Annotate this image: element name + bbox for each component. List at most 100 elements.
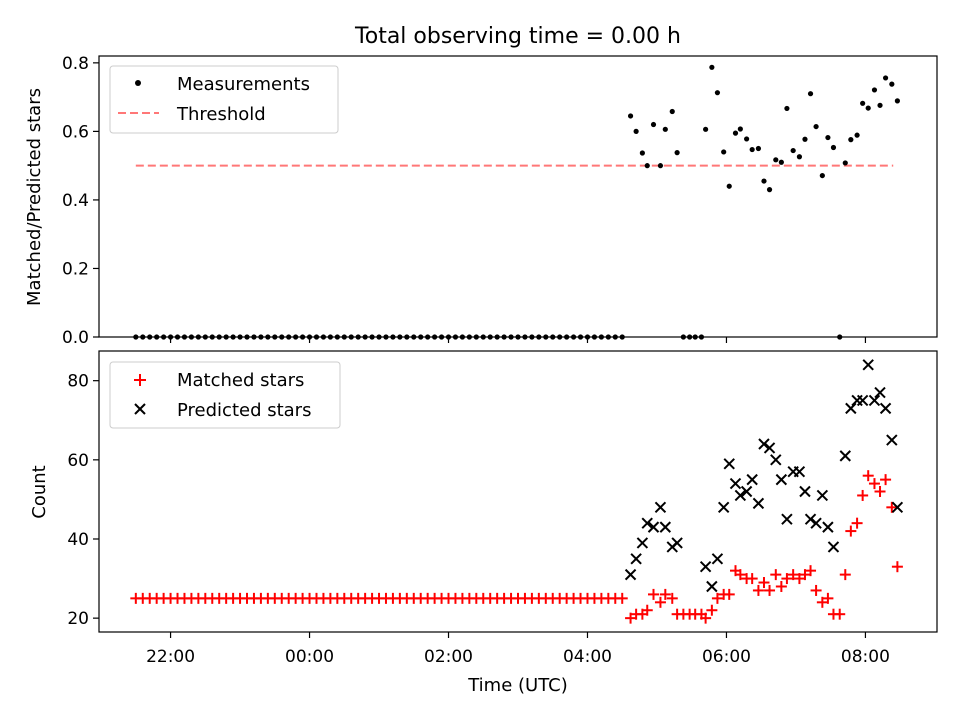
matched-star-point [886,501,898,513]
matched-star-point [706,604,718,616]
measurement-point [882,75,889,81]
predicted-star-point [740,485,753,498]
measurement-point [674,150,680,156]
measurement-point [778,159,784,165]
x-tick-label: 08:00 [841,647,890,667]
predicted-star-point [717,501,730,514]
predicted-star-point [758,438,770,450]
matched-star-point [746,573,758,585]
matched-star-point [775,580,787,592]
y-tick-label: 0.4 [62,191,89,211]
top-legend-box [109,65,339,134]
top-plot-frame [98,55,938,338]
x-tick-label: 22:00 [146,647,195,667]
y-tick-label: 20 [67,609,89,629]
measurement-point [669,108,675,115]
predicted-star-point [868,394,881,407]
measurement-point [657,163,664,169]
x-tick-label: 02:00 [424,647,473,667]
predicted-star-point [839,450,851,462]
measurement-point [644,163,650,169]
predicted-star-point [810,517,822,529]
predicted-star-point [699,560,712,573]
measurement-point [842,160,848,166]
measurement-point [773,157,779,163]
chart-title: Total observing time = 0.00 h [354,24,681,49]
legend-threshold-label: Threshold [176,104,266,125]
matched-star-point [851,517,863,529]
predicted-star-point [804,513,817,525]
matched-star-point [799,569,811,581]
matched-star-point [793,573,805,585]
matched-star-point [822,592,834,604]
predicted-star-point [729,477,742,490]
matched-star-point [810,584,822,596]
measurement-point [860,100,866,106]
y-tick-label: 0.6 [62,122,89,142]
matched-star-point [764,584,776,596]
measurement-point [766,187,773,193]
predicted-star-point [775,473,788,486]
measurement-point [737,126,743,132]
legend-predicted-marker [134,403,146,415]
measurement-point [871,87,878,93]
measurement-point [796,154,803,160]
measurement-point [726,183,732,189]
predicted-star-point [734,489,747,502]
predicted-star-point [781,513,793,525]
predicted-star-point [856,394,869,407]
legend-measurements-label: Measurements [177,74,310,95]
y-tick-label: 80 [67,372,89,392]
measurement-point [633,128,639,134]
matched-star-point [659,588,671,600]
matched-star-point [752,584,764,596]
measurement-point [877,102,883,108]
matched-star-point [839,569,851,581]
matched-star-point [723,588,735,600]
top-y-axis-label: Matched/Predicted stars [24,88,45,306]
y-tick-label: 60 [67,451,89,471]
matched-star-point [868,478,880,490]
matched-star-point [862,470,874,482]
measurement-point [854,132,860,138]
bottom-y-ticks: 20 40 60 80 [67,372,99,629]
predicted-star-point [874,386,886,399]
predicted-star-point [770,454,782,466]
matched-star-point [625,612,637,624]
x-tick-label: 04:00 [563,647,612,667]
measurement-point [848,137,854,143]
predicted-star-point [891,501,904,514]
predicted-star-point [624,568,637,581]
predicted-star-point [793,466,806,478]
legend-measurements-marker [135,80,141,86]
predicted-star-point [822,521,834,533]
measurement-point [790,147,796,154]
bottom-legend-box [109,361,341,429]
matched-star-point [781,573,793,585]
measurement-point [732,130,739,136]
bottom-x-ticks: 22:00 00:00 02:00 04:00 06:00 08:00 [146,632,890,667]
y-tick-label: 40 [67,530,89,550]
matched-star-point [770,569,782,581]
matched-star-point [654,596,666,608]
measurement-point [807,91,814,97]
x-tick-label: 00:00 [285,647,334,667]
x-tick-label: 06:00 [702,647,751,667]
bottom-legend: Matched stars Predicted stars [109,361,341,429]
predicted-star-point [763,442,776,454]
predicted-star-point [636,537,649,549]
predicted-star-point [723,458,735,470]
measurement-point [813,123,819,130]
measurement-point [819,172,825,179]
predicted-star-point [706,580,718,593]
legend-matched-label: Matched stars [177,370,304,391]
measurement-point [761,178,767,184]
measurement-point [865,105,871,111]
predicted-star-point [862,359,874,371]
matched-star-point [700,612,712,624]
matched-star-point [874,486,886,497]
predicted-star-point [647,521,660,533]
predicted-star-point [630,553,642,565]
